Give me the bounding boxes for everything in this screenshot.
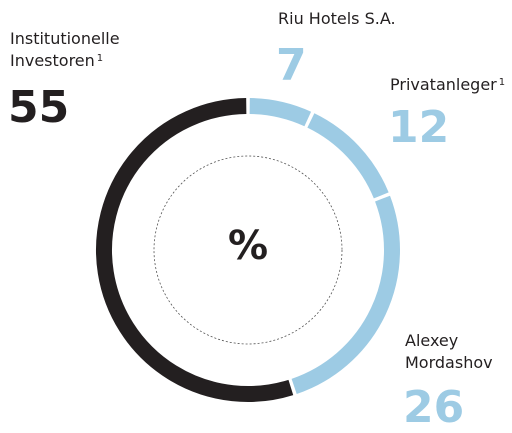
value-label: 12 [388,102,450,153]
footnote-marker: 1 [96,53,104,64]
segment-name: Alexey Mordashov [405,331,493,372]
segment [96,98,294,402]
inner-circle [153,155,343,345]
segment-name: Riu Hotels S.A. [278,9,396,28]
center-label: % [227,223,269,269]
segment-name: Institutionelle Investoren [10,29,120,70]
value-label: 26 [403,382,465,433]
segment-name: Privatanleger [390,75,497,94]
value-label: 7 [276,40,307,91]
segment-label: Privatanleger 1 [390,74,512,96]
segment-label: Institutionelle Investoren 1 [10,28,160,72]
segment [307,113,389,199]
segment-label: Alexey Mordashov [405,330,505,374]
value-label: 55 [8,82,70,133]
footnote-marker: 1 [498,77,506,88]
segment [291,195,400,394]
segment-label: Riu Hotels S.A. [278,8,478,30]
segment [249,98,312,127]
